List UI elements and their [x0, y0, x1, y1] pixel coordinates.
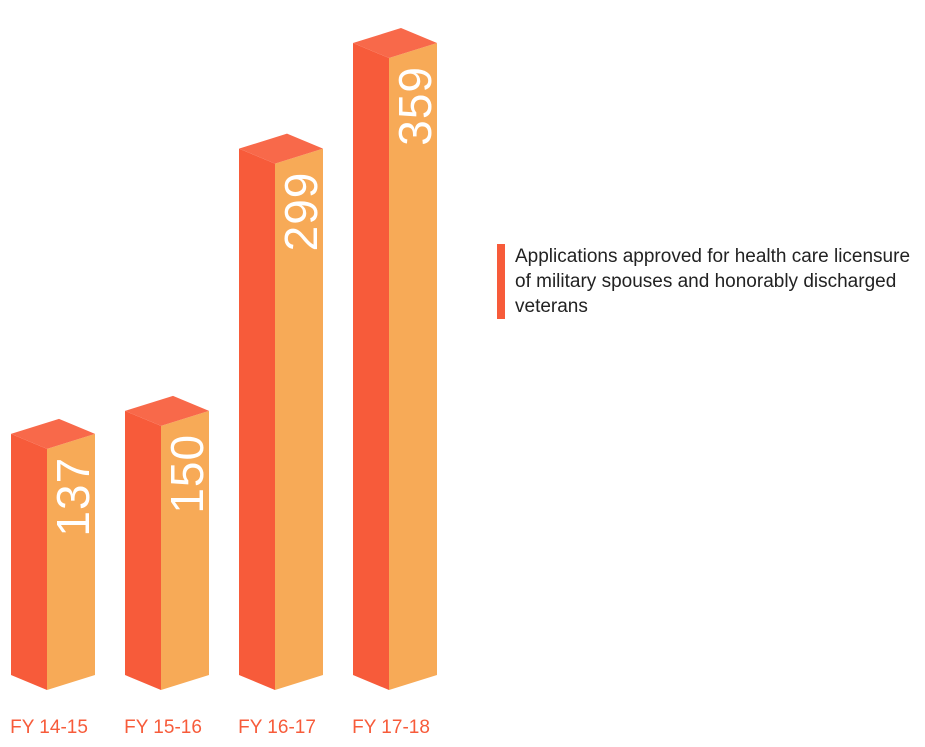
legend-label: Applications approved for health care li… — [515, 246, 911, 317]
bar-top — [11, 418, 95, 449]
bar-top — [125, 395, 209, 426]
bar-side — [125, 410, 161, 690]
bar-side — [239, 148, 275, 691]
bar-value-label: 299 — [275, 172, 327, 252]
bar: 150 FY 15-16 — [124, 395, 213, 738]
x-tick-label: FY 14-15 — [10, 717, 88, 738]
bar-value-label: 150 — [161, 434, 213, 514]
bar-top — [353, 28, 437, 58]
bar-value-label: 137 — [47, 457, 99, 537]
bar-top — [239, 133, 323, 164]
x-tick-label: FY 16-17 — [238, 717, 316, 738]
bar-side — [353, 43, 389, 690]
x-tick-label: FY 17-18 — [352, 717, 430, 738]
bar: 359 FY 17-18 — [352, 28, 441, 738]
bar-front — [275, 148, 323, 691]
bar-front — [47, 433, 95, 690]
x-tick-label: FY 15-16 — [124, 717, 202, 738]
bar-side — [11, 433, 47, 690]
bar-front — [161, 410, 209, 690]
bar-front — [389, 43, 437, 690]
legend-swatch — [497, 244, 505, 319]
legend: Applications approved for health care li… — [497, 244, 915, 319]
bar: 137 FY 14-15 — [10, 418, 99, 738]
bar: 299 FY 16-17 — [238, 133, 327, 738]
bar-value-label: 359 — [389, 66, 441, 146]
